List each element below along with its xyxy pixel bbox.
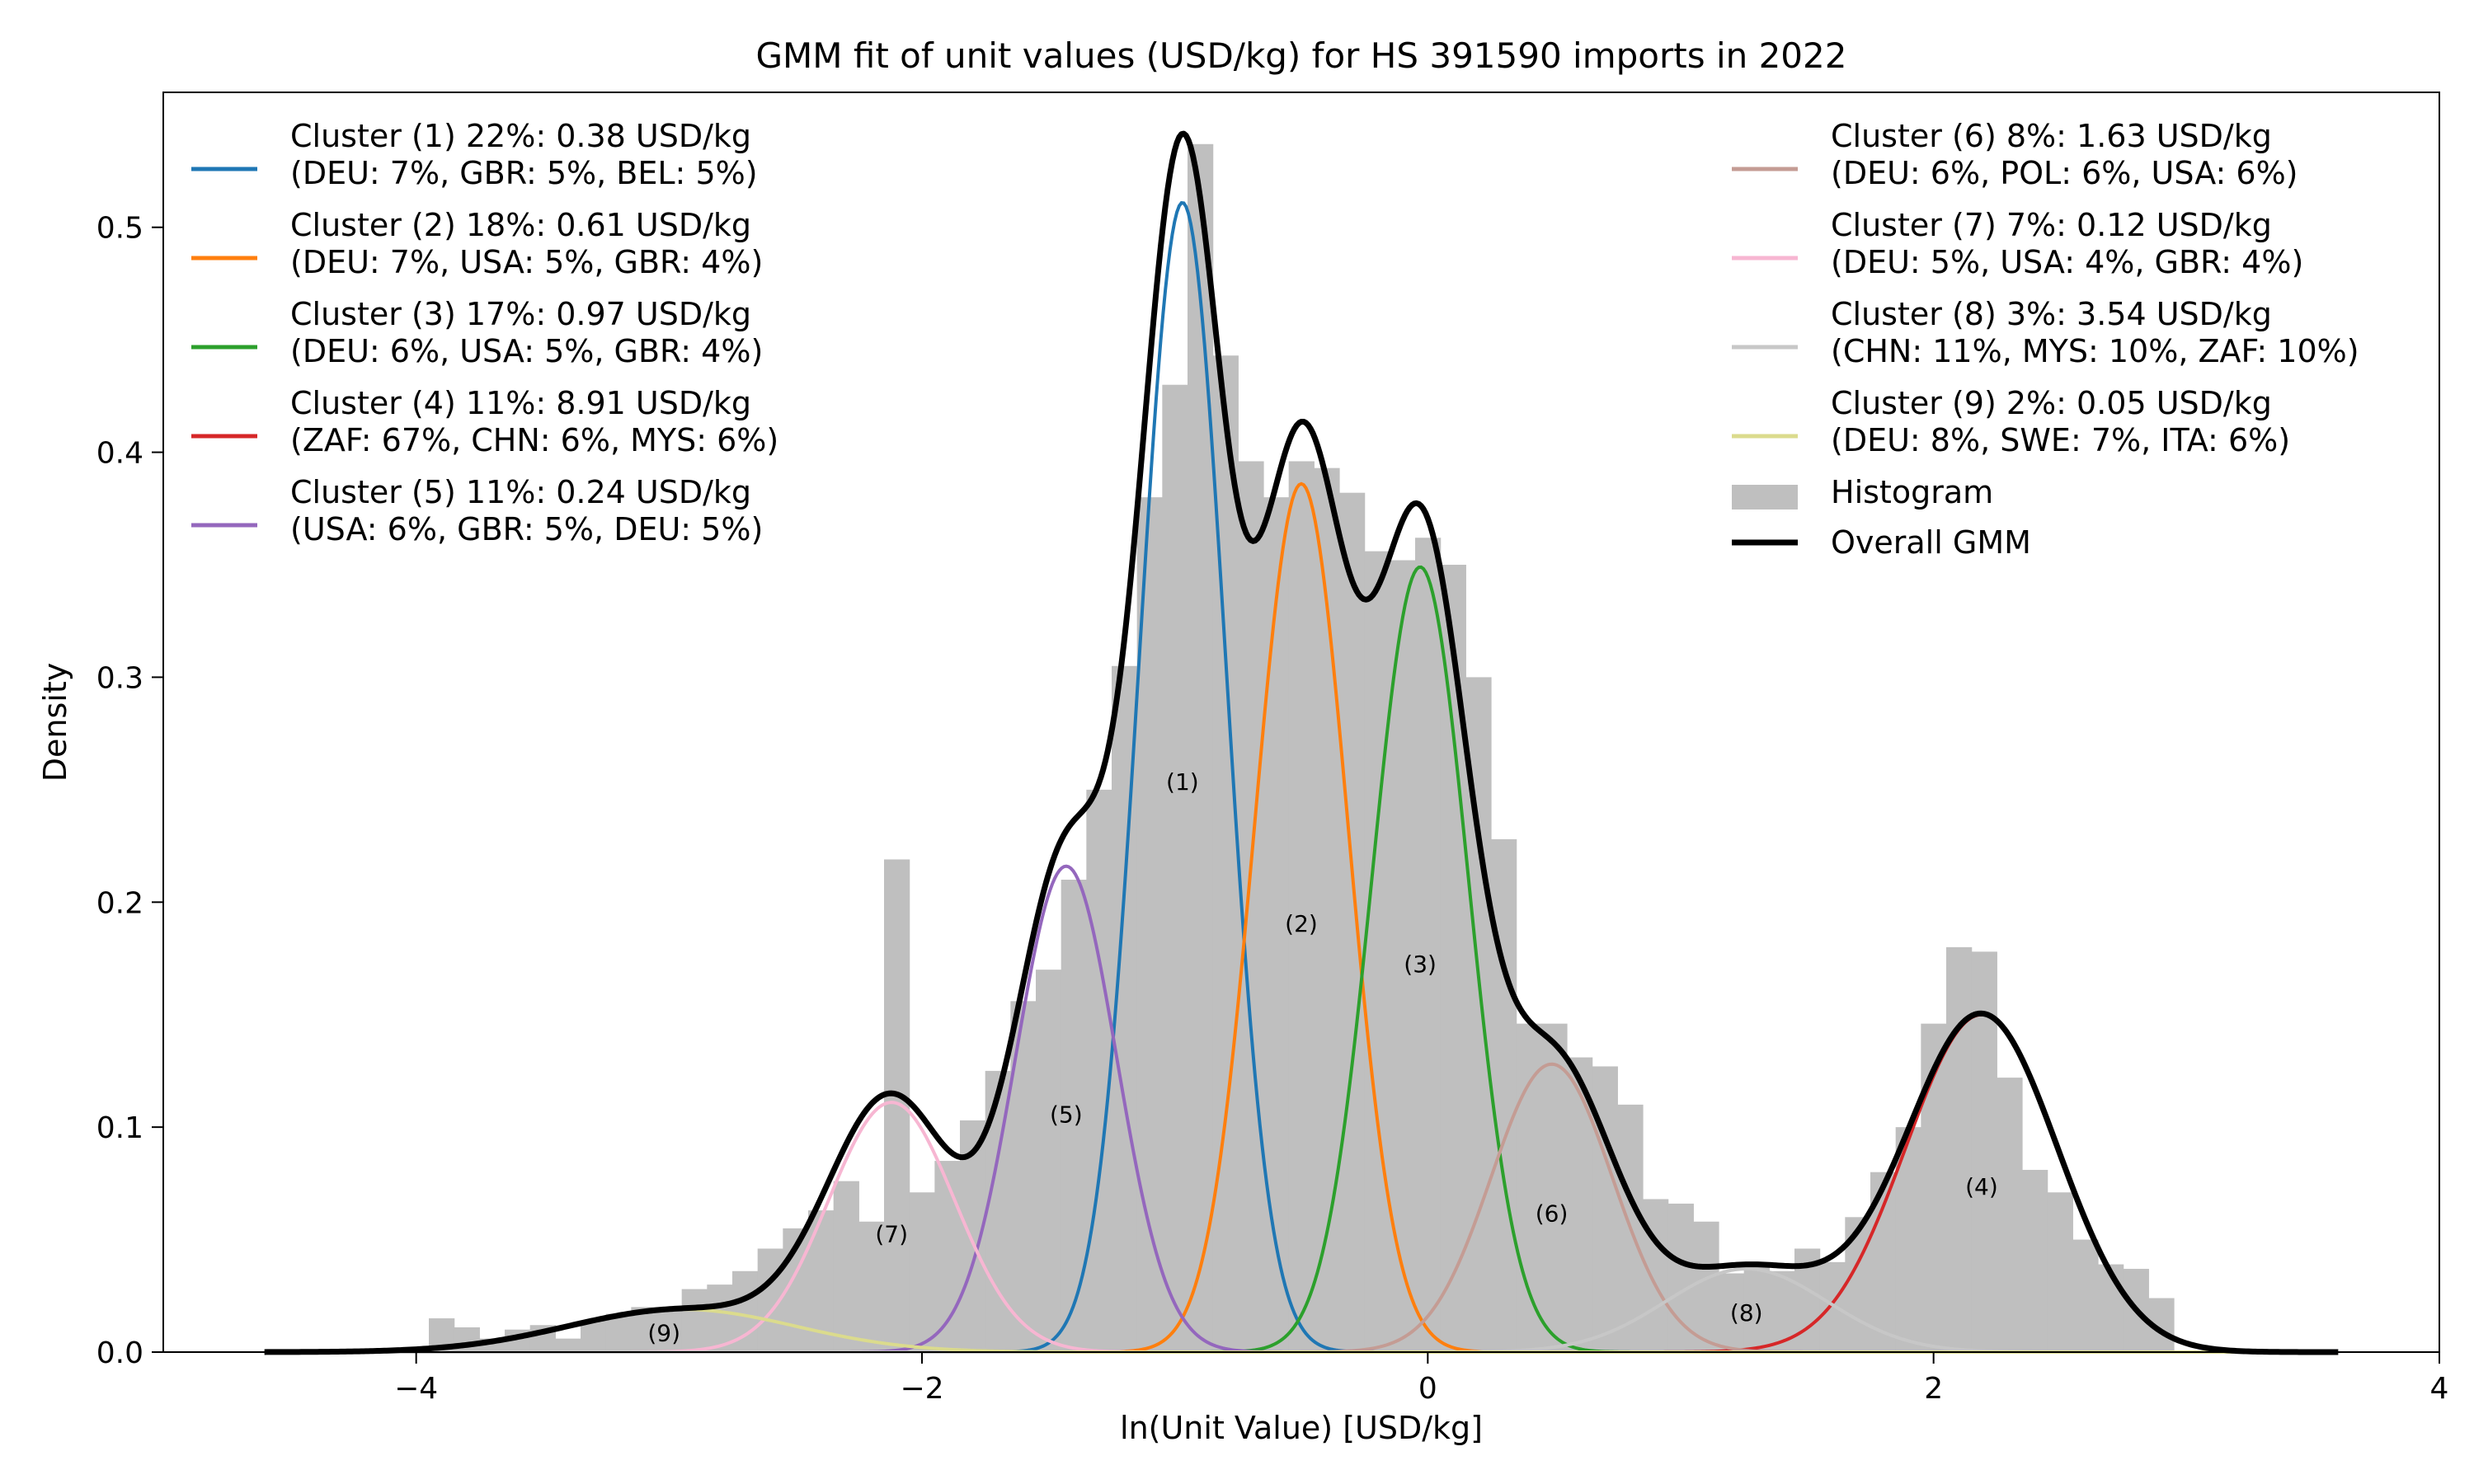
- y-tick-label-5: 0.5: [96, 212, 143, 246]
- cluster-7-label: (7): [875, 1220, 908, 1247]
- histogram-bar-44: [1541, 1023, 1568, 1352]
- legend-swatch-histogram: [1732, 485, 1798, 510]
- cluster-3-label: (3): [1404, 951, 1437, 978]
- chart-title: GMM fit of unit values (USD/kg) for HS 3…: [756, 35, 1847, 76]
- histogram-bar-60: [1946, 946, 1973, 1352]
- legend-detail-cluster-8: (CHN: 11%, MYS: 10%, ZAF: 10%): [1831, 333, 2359, 369]
- histogram-bar-9: [656, 1307, 683, 1352]
- y-tick-label-0: 0.0: [96, 1336, 143, 1370]
- overall-gmm-curve-group: [263, 130, 2340, 1355]
- legend-detail-cluster-3: (DEU: 6%, USA: 5%, GBR: 4%): [290, 333, 763, 369]
- histogram-bar-40: [1440, 565, 1466, 1352]
- legend-left: Cluster (1) 22%: 0.38 USD/kg(DEU: 7%, GB…: [191, 118, 778, 547]
- histogram-bar-23: [1010, 1001, 1037, 1352]
- y-axis-ticks: 0.0 0.1 0.2 0.3 0.4 0.5: [96, 212, 163, 1370]
- legend-name-overall-gmm: Overall GMM: [1831, 524, 2031, 561]
- histogram-bar-50: [1693, 1221, 1719, 1352]
- histogram-bar-45: [1567, 1057, 1593, 1352]
- histogram-bar-6: [581, 1320, 607, 1352]
- histogram-bar-52: [1743, 1266, 1770, 1352]
- histogram-bar-33: [1263, 497, 1290, 1352]
- histogram-bar-37: [1364, 551, 1390, 1352]
- y-tick-label-3: 0.3: [96, 661, 143, 695]
- x-tick-label-0: −4: [394, 1372, 438, 1406]
- x-tick-label-3: 2: [1924, 1372, 1943, 1406]
- histogram-bar-42: [1491, 838, 1517, 1352]
- legend-name-cluster-1: Cluster (1) 22%: 0.38 USD/kg: [290, 118, 751, 154]
- overall-gmm-curve: [263, 130, 2340, 1355]
- histogram-bar-7: [605, 1313, 632, 1352]
- histogram-bar-65: [2072, 1239, 2099, 1352]
- legend-detail-cluster-7: (DEU: 5%, USA: 4%, GBR: 4%): [1831, 244, 2303, 280]
- legend-name-cluster-3: Cluster (3) 17%: 0.97 USD/kg: [290, 296, 751, 332]
- y-axis-label: Density: [37, 663, 73, 782]
- histogram-bar-16: [833, 1181, 859, 1352]
- legend-detail-cluster-2: (DEU: 7%, USA: 5%, GBR: 4%): [290, 244, 763, 280]
- legend-name-cluster-8: Cluster (8) 3%: 3.54 USD/kg: [1831, 296, 2272, 332]
- cluster-2-label: (2): [1285, 910, 1318, 937]
- histogram-bar-39: [1415, 538, 1442, 1352]
- histogram-bar-36: [1339, 492, 1366, 1353]
- histogram-bar-66: [2098, 1264, 2124, 1352]
- histogram-bar-11: [707, 1284, 733, 1352]
- histogram-bar-64: [2047, 1192, 2073, 1352]
- legend-name-histogram: Histogram: [1831, 474, 1993, 510]
- histogram-bar-26: [1086, 789, 1112, 1352]
- histogram-bar-5: [555, 1338, 581, 1352]
- histogram-bar-63: [2022, 1169, 2048, 1352]
- legend-name-cluster-5: Cluster (5) 11%: 0.24 USD/kg: [290, 474, 751, 510]
- legend-name-cluster-7: Cluster (7) 7%: 0.12 USD/kg: [1831, 207, 2272, 243]
- legend-detail-cluster-9: (DEU: 8%, SWE: 7%, ITA: 6%): [1831, 422, 2290, 458]
- x-tick-label-1: −2: [900, 1372, 943, 1406]
- histogram-bar-18: [884, 859, 910, 1352]
- legend-detail-cluster-4: (ZAF: 67%, CHN: 6%, MYS: 6%): [290, 422, 778, 458]
- y-tick-label-1: 0.1: [96, 1111, 143, 1145]
- x-tick-label-2: 0: [1418, 1372, 1437, 1406]
- legend-detail-cluster-1: (DEU: 7%, GBR: 5%, BEL: 5%): [290, 155, 758, 191]
- cluster-8-label: (8): [1730, 1299, 1763, 1327]
- histogram-bar-17: [858, 1221, 885, 1352]
- x-axis-label: ln(Unit Value) [USD/kg]: [1120, 1410, 1483, 1446]
- y-tick-label-2: 0.2: [96, 886, 143, 920]
- histogram-bar-55: [1819, 1261, 1846, 1352]
- legend-name-cluster-6: Cluster (6) 8%: 1.63 USD/kg: [1831, 118, 2272, 154]
- x-axis-ticks: −4 −2 0 2 4: [394, 1352, 2448, 1406]
- legend-detail-cluster-5: (USA: 6%, GBR: 5%, DEU: 5%): [290, 511, 763, 547]
- histogram-bar-49: [1667, 1203, 1694, 1352]
- cluster-6-label: (6): [1536, 1200, 1569, 1228]
- legend-name-cluster-9: Cluster (9) 2%: 0.05 USD/kg: [1831, 385, 2272, 421]
- cluster-1-label: (1): [1166, 768, 1199, 796]
- histogram-bar-62: [1997, 1078, 2023, 1352]
- histogram-bar-30: [1188, 143, 1214, 1352]
- histogram-bar-24: [1036, 970, 1062, 1352]
- histogram-bar-29: [1162, 384, 1188, 1353]
- y-tick-label-4: 0.4: [96, 437, 143, 471]
- cluster-9-label: (9): [647, 1319, 680, 1346]
- cluster-4-label: (4): [1965, 1173, 1998, 1200]
- plot-frame: [162, 92, 2440, 1353]
- legend-name-cluster-4: Cluster (4) 11%: 8.91 USD/kg: [290, 385, 751, 421]
- legend-detail-cluster-6: (DEU: 6%, POL: 6%, USA: 6%): [1831, 155, 2298, 191]
- cluster-labels: (1) (2) (3) (4) (5) (6) (7) (8) (9): [647, 768, 1997, 1347]
- legend-name-cluster-2: Cluster (2) 18%: 0.61 USD/kg: [290, 207, 751, 243]
- histogram-bar-34: [1288, 461, 1315, 1352]
- histogram-bar-48: [1643, 1199, 1669, 1352]
- histogram-bar-43: [1516, 1023, 1542, 1352]
- histogram-bar-38: [1390, 560, 1416, 1352]
- legend-right: Cluster (6) 8%: 1.63 USD/kg(DEU: 6%, POL…: [1732, 118, 2359, 561]
- cluster-5-label: (5): [1050, 1101, 1083, 1129]
- histogram-bar-10: [681, 1289, 708, 1352]
- histogram-bar-51: [1719, 1273, 1745, 1352]
- x-tick-label-4: 4: [2430, 1372, 2449, 1406]
- histogram-bar-19: [909, 1192, 935, 1352]
